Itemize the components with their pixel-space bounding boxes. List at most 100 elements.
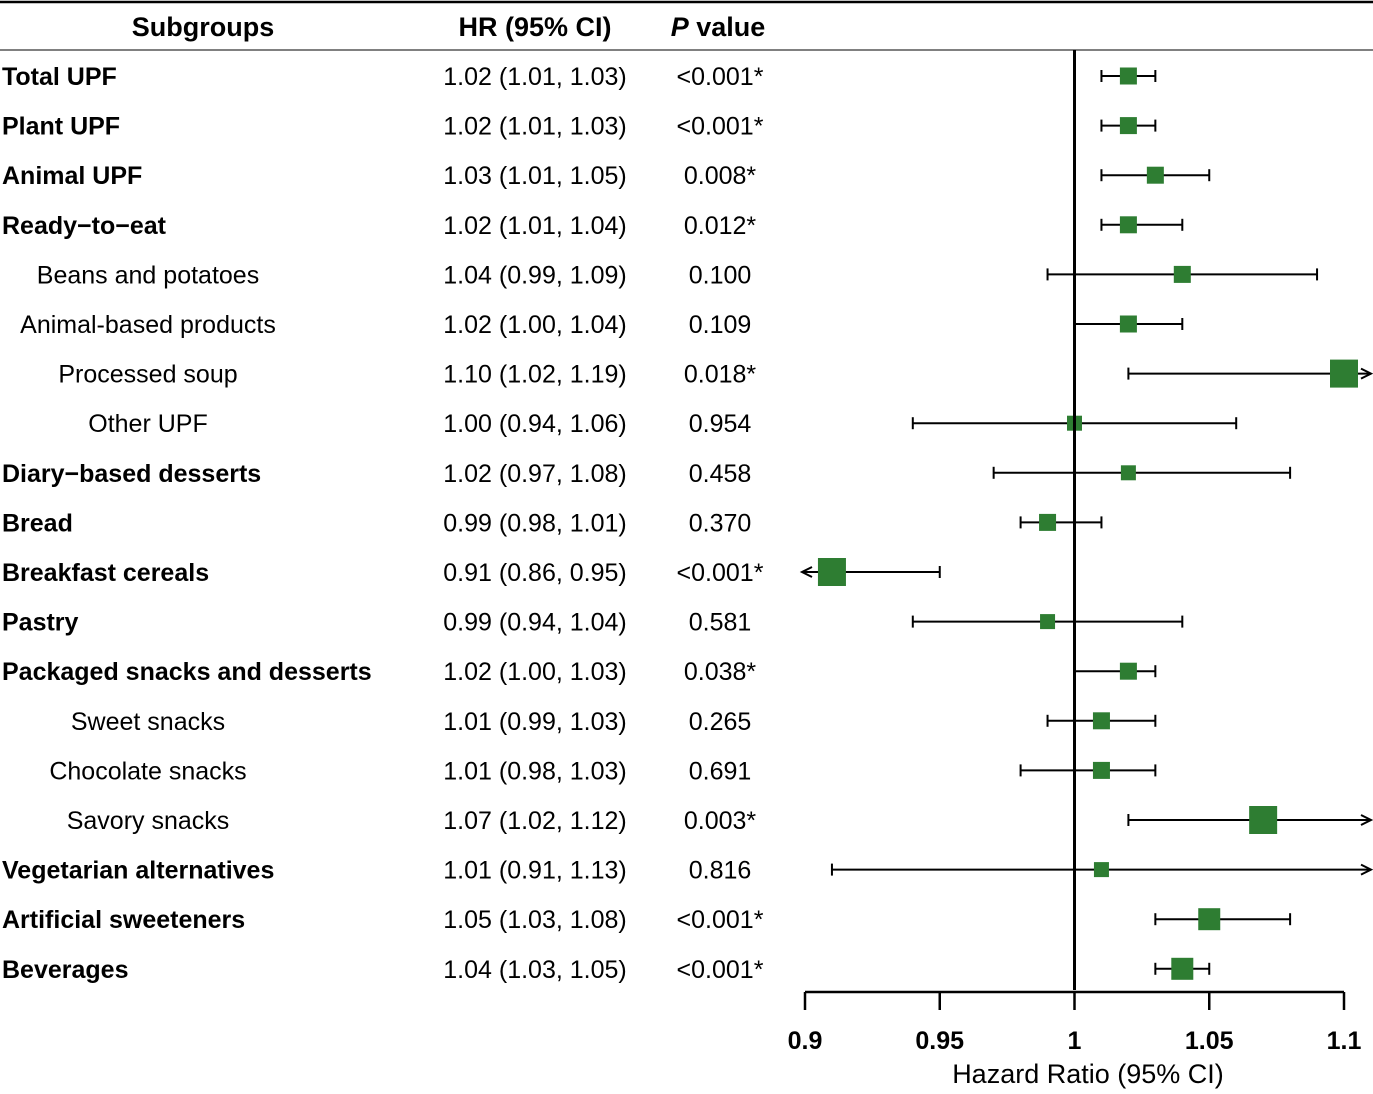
row-p-text: <0.001* <box>677 113 764 141</box>
row-0: Total UPF 1.02 (1.01, 1.03) <0.001* <box>2 63 1157 91</box>
row-p-text: <0.001* <box>677 63 764 91</box>
hr-marker <box>1171 957 1194 980</box>
row-label: Processed soup <box>58 361 237 389</box>
ci-arrow-right <box>1360 367 1373 380</box>
row-hr-text: 1.01 (0.91, 1.13) <box>443 857 626 885</box>
row-p-text: 0.370 <box>689 509 752 537</box>
row-p-text: 0.458 <box>689 460 752 488</box>
row-hr-text: 1.04 (1.03, 1.05) <box>443 956 626 984</box>
row-hr-text: 1.01 (0.98, 1.03) <box>443 757 626 785</box>
row-14: Chocolate snacks 1.01 (0.98, 1.03) 0.691 <box>49 757 1157 785</box>
row-p-text: 0.008* <box>684 162 757 190</box>
row-label: Other UPF <box>88 410 207 438</box>
row-label: Diary−based desserts <box>2 460 261 488</box>
row-12: Packaged snacks and desserts 1.02 (1.00, … <box>2 658 1157 686</box>
row-hr-text: 0.99 (0.98, 1.01) <box>443 509 626 537</box>
row-label: Pastry <box>2 609 79 637</box>
row-hr-text: 1.02 (1.01, 1.03) <box>443 63 626 91</box>
row-label: Chocolate snacks <box>49 757 246 785</box>
hr-marker <box>1092 712 1110 730</box>
row-hr-text: 1.02 (1.01, 1.03) <box>443 113 626 141</box>
rows-group: Total UPF 1.02 (1.01, 1.03) <0.001*Plant U… <box>2 63 1373 984</box>
row-17: Artificial sweeteners 1.05 (1.03, 1.08) <0… <box>2 906 1292 934</box>
row-label: Bread <box>2 509 73 537</box>
row-hr-text: 1.00 (0.94, 1.06) <box>443 410 626 438</box>
ci-arrow-left <box>799 566 813 578</box>
row-13: Sweet snacks 1.01 (0.99, 1.03) 0.265 <box>71 708 1157 736</box>
hr-marker <box>1039 513 1057 531</box>
row-15: Savory snacks 1.07 (1.02, 1.12) 0.003* <box>67 806 1373 835</box>
hr-marker <box>1198 908 1221 931</box>
x-tick-label: 0.95 <box>915 1027 964 1055</box>
row-p-text: <0.001* <box>677 559 764 587</box>
row-hr-text: 0.99 (0.94, 1.04) <box>443 609 626 637</box>
row-3: Ready−to−eat 1.02 (1.01, 1.04) 0.012* <box>2 212 1184 240</box>
hr-marker <box>1119 117 1137 135</box>
row-9: Bread 0.99 (0.98, 1.01) 0.370 <box>2 509 1103 537</box>
x-tick-label: 1 <box>1068 1027 1082 1055</box>
hr-marker <box>1249 806 1278 834</box>
hr-marker <box>1119 67 1137 85</box>
row-hr-text: 1.02 (1.01, 1.04) <box>443 212 626 240</box>
header-p-italic: P <box>671 12 690 42</box>
row-p-text: 0.038* <box>684 658 757 686</box>
header-p-value: P value <box>671 12 766 42</box>
hr-marker <box>1040 614 1056 630</box>
row-hr-text: 1.03 (1.01, 1.05) <box>443 162 626 190</box>
header-subgroups: Subgroups <box>132 12 275 42</box>
ci-arrow-right <box>1360 863 1373 876</box>
row-4: Beans and potatoes 1.04 (0.99, 1.09) 0.100 <box>37 261 1319 289</box>
hr-marker <box>1146 166 1164 184</box>
row-hr-text: 0.91 (0.86, 0.95) <box>443 559 626 587</box>
hr-marker <box>1093 862 1109 878</box>
hr-marker <box>1173 265 1191 283</box>
row-p-text: 0.816 <box>689 857 752 885</box>
row-hr-text: 1.04 (0.99, 1.09) <box>443 261 626 289</box>
row-p-text: 0.018* <box>684 361 757 389</box>
x-tick-label: 1.1 <box>1327 1027 1362 1055</box>
row-p-text: 0.265 <box>689 708 752 736</box>
row-label: Plant UPF <box>2 113 120 141</box>
row-label: Savory snacks <box>67 807 230 835</box>
hr-marker <box>1119 315 1137 333</box>
hr-marker <box>1330 359 1358 388</box>
row-label: Breakfast cereals <box>2 559 209 587</box>
row-hr-text: 1.02 (0.97, 1.08) <box>443 460 626 488</box>
hr-marker <box>1119 216 1137 234</box>
row-16: Vegetarian alternatives 1.01 (0.91, 1.13)… <box>2 857 1373 885</box>
row-1: Plant UPF 1.02 (1.01, 1.03) <0.001* <box>2 113 1157 141</box>
x-tick-label: 1.05 <box>1185 1027 1234 1055</box>
hr-marker <box>817 558 846 586</box>
row-hr-text: 1.02 (1.00, 1.03) <box>443 658 626 686</box>
row-label: Vegetarian alternatives <box>2 857 274 885</box>
row-8: Diary−based desserts 1.02 (0.97, 1.08) 0.4… <box>2 460 1292 488</box>
row-hr-text: 1.02 (1.00, 1.04) <box>443 311 626 339</box>
row-p-text: 0.003* <box>684 807 757 835</box>
hr-marker <box>1092 761 1110 779</box>
row-p-text: 0.581 <box>689 609 752 637</box>
row-label: Total UPF <box>2 63 117 91</box>
row-label: Animal-based products <box>20 311 276 339</box>
ci-arrow-right <box>1360 814 1373 826</box>
row-p-text: 0.100 <box>689 261 752 289</box>
row-label: Packaged snacks and desserts <box>2 658 372 686</box>
header-p-rest: value <box>689 12 766 42</box>
row-p-text: 0.691 <box>689 757 752 785</box>
row-label: Animal UPF <box>2 162 142 190</box>
row-p-text: 0.954 <box>689 410 752 438</box>
row-10: Breakfast cereals 0.91 (0.86, 0.95) <0.001… <box>2 558 941 587</box>
row-18: Beverages 1.04 (1.03, 1.05) <0.001* <box>2 956 1211 984</box>
row-2: Animal UPF 1.03 (1.01, 1.05) 0.008* <box>2 162 1211 190</box>
row-p-text: <0.001* <box>677 906 764 934</box>
row-hr-text: 1.07 (1.02, 1.12) <box>443 807 626 835</box>
row-p-text: 0.012* <box>684 212 757 240</box>
x-tick-label: 0.9 <box>788 1027 823 1055</box>
row-hr-text: 1.10 (1.02, 1.19) <box>443 361 626 389</box>
row-label: Sweet snacks <box>71 708 225 736</box>
row-label: Ready−to−eat <box>2 212 167 240</box>
row-11: Pastry 0.99 (0.94, 1.04) 0.581 <box>2 609 1184 637</box>
x-axis-title: Hazard Ratio (95% CI) <box>952 1059 1224 1089</box>
hr-marker <box>1119 662 1137 680</box>
x-axis: 0.9 0.95 1 1.05 1.1 <box>788 50 1362 1055</box>
